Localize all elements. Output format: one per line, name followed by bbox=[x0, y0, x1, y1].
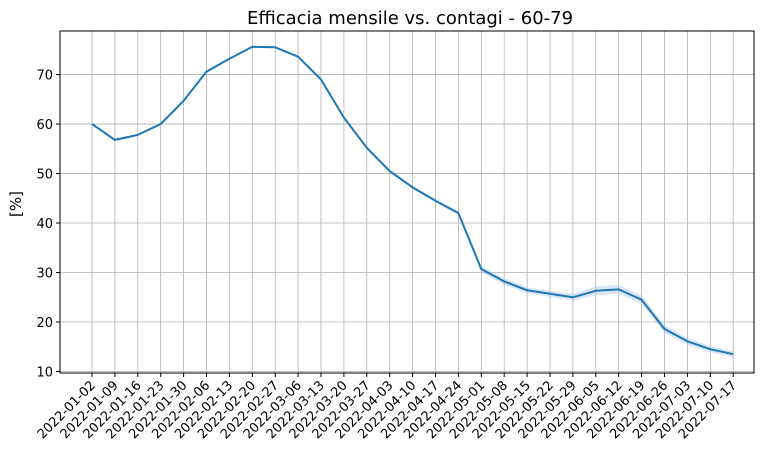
y-tick-label: 20 bbox=[36, 316, 53, 331]
y-tick-label: 50 bbox=[36, 168, 53, 183]
y-tick-label: 40 bbox=[36, 217, 53, 232]
plot-frame bbox=[59, 30, 755, 374]
y-tick-label: 30 bbox=[36, 267, 53, 282]
axis-ticks: 2022-01-022022-01-092022-01-162022-01-23… bbox=[35, 69, 740, 443]
grid bbox=[60, 31, 754, 373]
y-tick-label: 70 bbox=[36, 69, 53, 84]
y-axis-label: [%] bbox=[7, 191, 25, 217]
y-tick-label: 10 bbox=[36, 366, 53, 381]
series-line bbox=[91, 45, 734, 356]
chart-title: Efficacia mensile vs. contagi - 60-79 bbox=[247, 8, 573, 29]
y-tick-label: 60 bbox=[36, 118, 53, 133]
